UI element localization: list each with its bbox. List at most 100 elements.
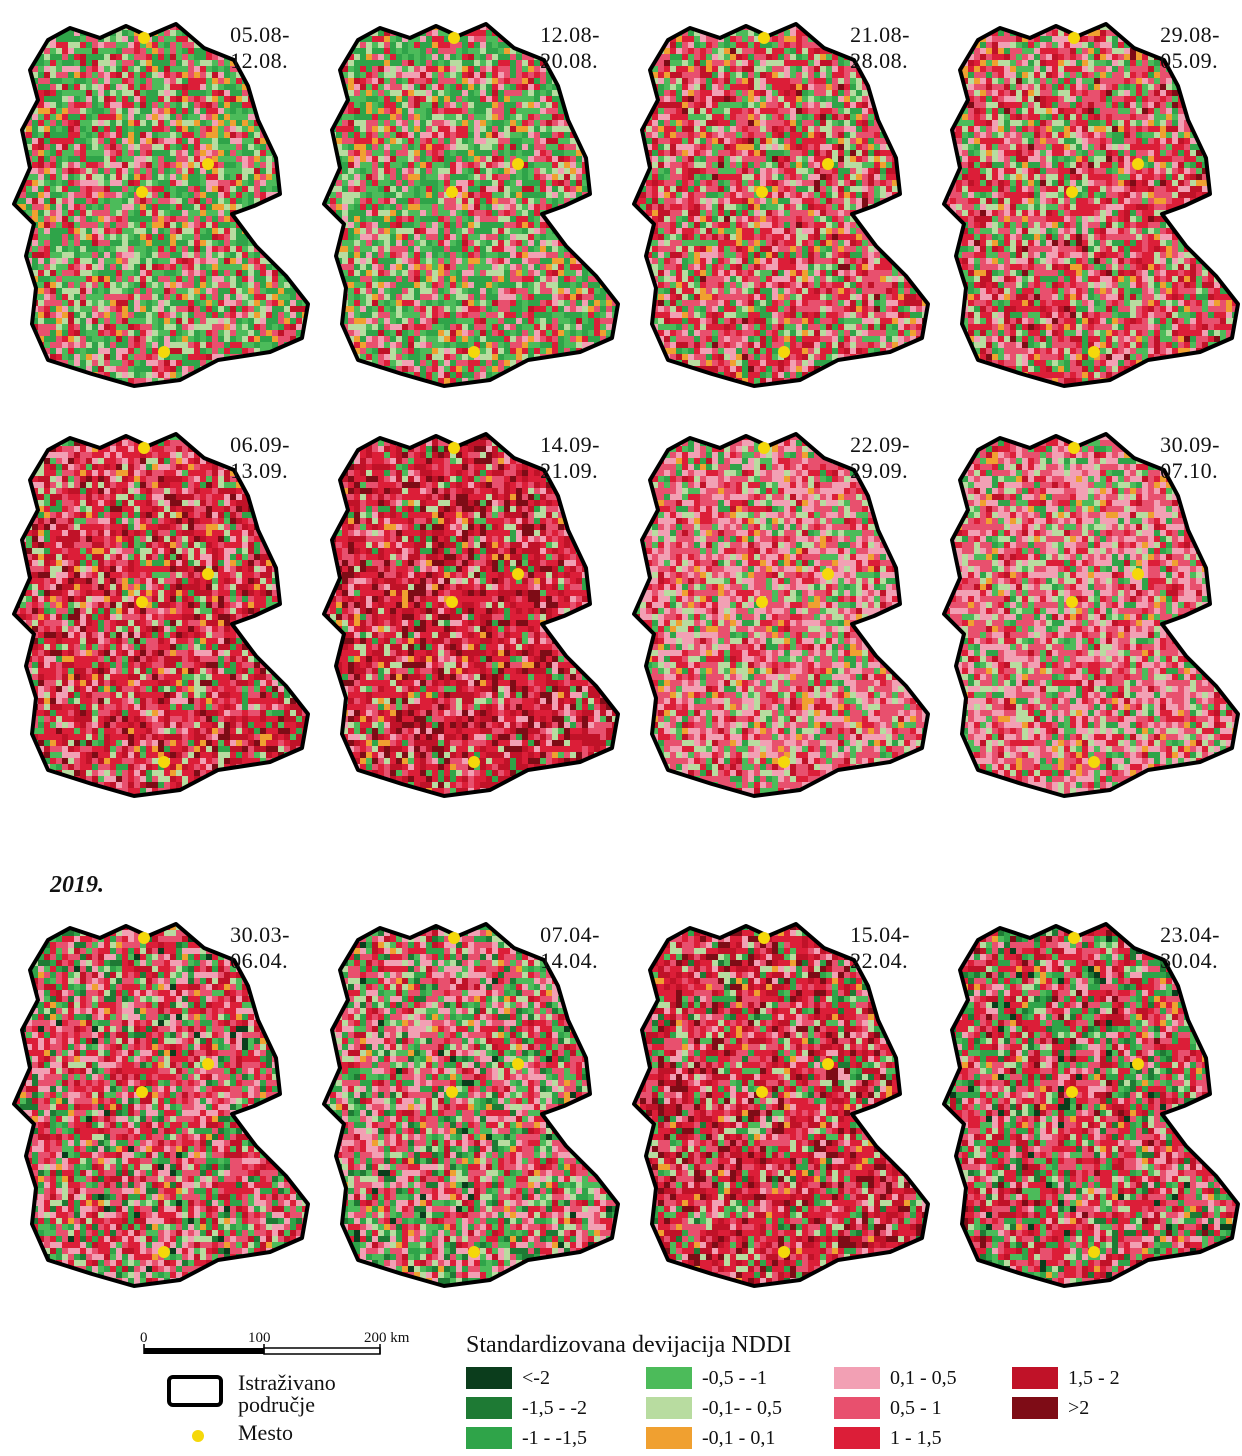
panel-date-range: 29.08- 05.09.	[1160, 22, 1220, 74]
panel-date-range: 21.08- 28.08.	[850, 22, 910, 74]
panel-date-start: 29.08-	[1160, 22, 1220, 48]
panel-date-start: 30.03-	[230, 922, 290, 948]
city-marker	[756, 186, 768, 198]
panel-date-end: 06.04.	[230, 948, 290, 974]
city-marker	[1088, 756, 1100, 768]
map-panel: 05.08- 12.08.	[8, 8, 318, 408]
city-marker	[136, 186, 148, 198]
legend-swatch	[466, 1397, 512, 1419]
study-area-outline	[322, 922, 620, 1288]
ndvi-deviation-map	[632, 432, 930, 798]
map-panel: 21.08- 28.08.	[628, 8, 938, 408]
legend-study-area-line2: područje	[238, 1392, 315, 1417]
ndvi-deviation-map	[942, 22, 1240, 388]
panel-date-range: 05.08- 12.08.	[230, 22, 290, 74]
city-marker	[136, 596, 148, 608]
legend-class-label: -1 - -1,5	[522, 1427, 587, 1450]
scale-label-200: 200 km	[364, 1330, 409, 1347]
legend-swatch	[466, 1427, 512, 1449]
city-marker	[1132, 158, 1144, 170]
panel-date-range: 07.04- 14.04.	[540, 922, 600, 974]
year-label: 2019.	[50, 872, 104, 899]
panel-date-range: 30.03- 06.04.	[230, 922, 290, 974]
legend-class-item: -0,5 - -1	[646, 1366, 767, 1390]
panel-date-end: 21.09.	[540, 458, 600, 484]
legend-swatch	[1012, 1367, 1058, 1389]
legend-swatch	[466, 1367, 512, 1389]
legend-class-label: -0,1- - 0,5	[702, 1397, 782, 1420]
study-area-outline	[632, 922, 930, 1288]
legend-class-item: -1 - -1,5	[466, 1426, 587, 1450]
panel-date-start: 21.08-	[850, 22, 910, 48]
panel-date-end: 20.08.	[540, 48, 600, 74]
city-marker	[1088, 346, 1100, 358]
city-marker	[758, 442, 770, 454]
panel-date-start: 22.09-	[850, 432, 910, 458]
city-marker	[202, 1058, 214, 1070]
city-marker	[778, 1246, 790, 1258]
legend-study-area: Istraživano područje	[238, 1372, 336, 1416]
legend-class-label: >2	[1068, 1397, 1089, 1420]
city-marker	[468, 756, 480, 768]
panel-date-range: 06.09- 13.09.	[230, 432, 290, 484]
city-marker	[512, 568, 524, 580]
legend-swatch	[834, 1367, 880, 1389]
panel-date-start: 30.09-	[1160, 432, 1220, 458]
city-marker	[1068, 932, 1080, 944]
legend-swatch	[834, 1427, 880, 1449]
study-area-outline	[942, 922, 1240, 1288]
ndvi-deviation-map	[942, 432, 1240, 798]
study-area-outline	[12, 22, 310, 388]
panel-date-end: 29.09.	[850, 458, 910, 484]
city-marker	[138, 932, 150, 944]
legend-class-label: -0,5 - -1	[702, 1367, 767, 1390]
ndvi-deviation-map	[322, 432, 620, 798]
panel-date-range: 12.08- 20.08.	[540, 22, 600, 74]
map-panel: 12.08- 20.08.	[318, 8, 628, 408]
scale-label-100: 100	[248, 1330, 271, 1347]
legend-swatch	[646, 1367, 692, 1389]
panel-date-end: 12.08.	[230, 48, 290, 74]
panel-date-start: 06.09-	[230, 432, 290, 458]
study-area-outline	[322, 432, 620, 798]
city-marker	[1132, 568, 1144, 580]
city-marker	[756, 596, 768, 608]
city-marker	[1088, 1246, 1100, 1258]
legend-class-label: 1 - 1,5	[890, 1427, 942, 1450]
city-marker	[822, 1058, 834, 1070]
study-area-outline	[12, 432, 310, 798]
panel-date-end: 22.04.	[850, 948, 910, 974]
panel-date-end: 13.09.	[230, 458, 290, 484]
city-marker	[446, 1086, 458, 1098]
map-panel: 15.04- 22.04.	[628, 908, 938, 1308]
panel-date-range: 30.09- 07.10.	[1160, 432, 1220, 484]
panel-date-end: 05.09.	[1160, 48, 1220, 74]
ndvi-deviation-map	[632, 22, 930, 388]
panel-date-start: 12.08-	[540, 22, 600, 48]
city-marker	[468, 346, 480, 358]
ndvi-deviation-map	[12, 22, 310, 388]
panel-date-end: 30.04.	[1160, 948, 1220, 974]
city-marker	[158, 756, 170, 768]
map-panel: 07.04- 14.04.	[318, 908, 628, 1308]
ndvi-deviation-map	[322, 922, 620, 1288]
city-marker	[778, 346, 790, 358]
city-marker	[1132, 1058, 1144, 1070]
legend-class-item: -1,5 - -2	[466, 1396, 587, 1420]
city-marker	[1068, 442, 1080, 454]
city-marker	[446, 596, 458, 608]
city-marker	[822, 568, 834, 580]
city-marker	[202, 568, 214, 580]
map-panel: 30.09- 07.10.	[938, 418, 1242, 818]
legend-title: Standardizovana devijacija NDDI	[466, 1332, 791, 1359]
legend-class-label: -1,5 - -2	[522, 1397, 587, 1420]
ndvi-deviation-map	[632, 922, 930, 1288]
city-marker	[448, 442, 460, 454]
city-marker	[138, 442, 150, 454]
legend-class-item: >2	[1012, 1396, 1089, 1420]
legend-study-area-line1: Istraživano	[238, 1370, 336, 1395]
scale-bar	[143, 1344, 381, 1355]
panel-date-end: 14.04.	[540, 948, 600, 974]
legend-city: Mesto	[238, 1420, 293, 1446]
legend-class-label: 0,1 - 0,5	[890, 1367, 957, 1390]
